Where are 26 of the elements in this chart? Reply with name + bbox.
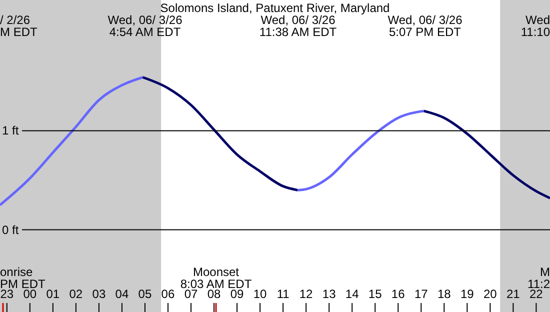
y-tick-label: 1 ft	[2, 124, 20, 138]
x-tick-label: 19	[460, 287, 474, 301]
x-tick-label: 04	[115, 287, 129, 301]
x-tick-label: 12	[299, 287, 314, 301]
x-tick-label: 18	[437, 287, 452, 301]
chart-title: Solomons Island, Patuxent River, Maryland	[160, 1, 390, 15]
x-tick-label: 20	[483, 287, 498, 301]
annotation: Wed, 06/ 3/26 4:54 AM EDT	[108, 13, 183, 39]
x-tick-label: 16	[391, 287, 406, 301]
annotation: Wed 11:10	[520, 13, 550, 39]
x-tick-label: 21	[506, 287, 520, 301]
x-tick-label: 13	[322, 287, 336, 301]
x-tick-label: 14	[345, 287, 360, 301]
annotation: Wed, 06/ 3/26 11:38 AM EDT	[259, 13, 338, 39]
x-tick-label: 02	[69, 287, 83, 301]
annotation: / 2/26 M EDT	[0, 13, 38, 39]
x-tick-label: 15	[368, 287, 382, 301]
x-tick-label: 10	[253, 287, 268, 301]
x-tick-label: 01	[46, 287, 60, 301]
y-tick-label: 0 ft	[2, 222, 20, 237]
x-tick-label: 03	[92, 287, 106, 301]
x-tick-label: 06	[161, 287, 175, 301]
x-tick-label: 17	[414, 287, 428, 301]
x-tick-label: 11	[276, 287, 290, 301]
x-tick-label: 05	[138, 287, 152, 301]
annotation: Wed, 06/ 3/26 5:07 PM EDT	[388, 13, 463, 39]
